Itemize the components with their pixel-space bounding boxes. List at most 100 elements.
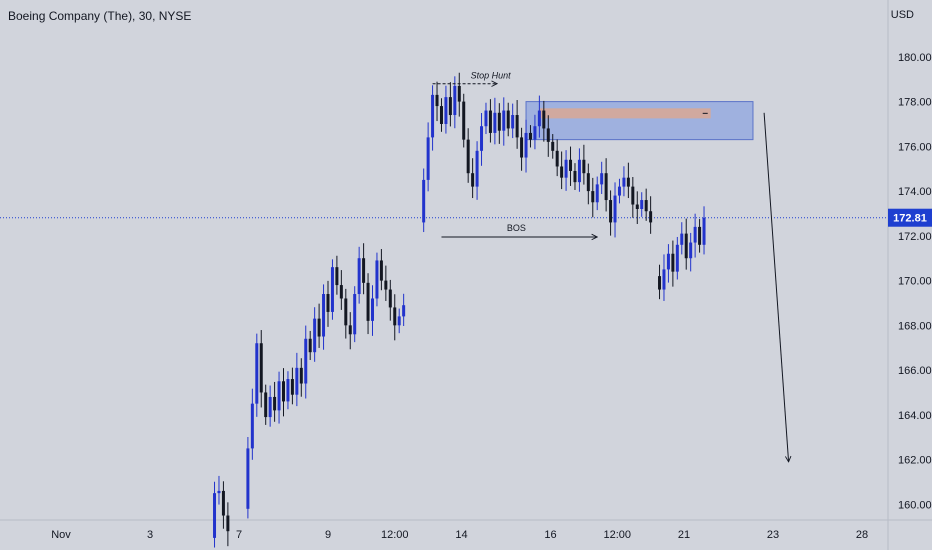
candle-body xyxy=(295,367,299,395)
candle-body xyxy=(246,448,250,509)
candle-body xyxy=(448,97,452,116)
candle-body xyxy=(475,150,479,187)
candle-body xyxy=(600,173,604,185)
candle-body xyxy=(264,392,268,418)
candle-body xyxy=(515,115,519,138)
candle-body xyxy=(702,217,706,245)
candle-body xyxy=(322,294,326,337)
candle-body xyxy=(402,305,406,317)
candle-body xyxy=(268,396,272,418)
candle-body xyxy=(379,260,383,281)
candle-body xyxy=(255,343,259,404)
candle-body xyxy=(640,200,644,209)
x-tick-label: 12:00 xyxy=(603,529,631,541)
x-axis: Nov 3 7 9 12:00 14 16 12:00 21 23 28 xyxy=(51,529,868,541)
candle-body xyxy=(466,139,470,174)
x-tick-label: 28 xyxy=(856,529,868,541)
candle-body xyxy=(259,343,263,393)
candle-body xyxy=(591,191,595,203)
candle-body xyxy=(357,258,361,295)
candle-body xyxy=(457,85,461,102)
candle-body xyxy=(626,177,630,187)
x-tick-label: 14 xyxy=(455,529,467,541)
x-tick-label: Nov xyxy=(51,529,71,541)
supply-zone xyxy=(525,101,754,141)
candle-body xyxy=(366,282,370,321)
candle-body xyxy=(604,173,608,201)
candles xyxy=(213,72,706,548)
candle-body xyxy=(393,307,397,326)
currency-label: USD xyxy=(890,9,914,21)
candle-body xyxy=(595,184,599,203)
candle-body xyxy=(671,253,675,272)
candle-body xyxy=(488,110,492,133)
candle-body xyxy=(384,280,388,290)
candle-body xyxy=(426,137,430,180)
candle-body xyxy=(546,128,550,142)
candle-body xyxy=(348,325,352,335)
y-tick-label: 176.00 xyxy=(898,141,932,153)
candle-body xyxy=(680,233,684,245)
y-tick-label: 170.00 xyxy=(898,276,932,288)
candle-body xyxy=(453,85,457,116)
candle-body xyxy=(533,126,537,140)
candle-body xyxy=(698,226,702,245)
candle-body xyxy=(586,173,590,192)
candle-body xyxy=(362,258,366,283)
candle-body xyxy=(537,110,541,127)
candle-body xyxy=(555,150,559,167)
candle-body xyxy=(631,186,635,205)
y-tick-label: 164.00 xyxy=(898,410,932,422)
candle-body xyxy=(435,94,439,107)
candle-body xyxy=(502,110,506,131)
price-badge-label: 172.81 xyxy=(893,213,927,225)
candle-body xyxy=(644,200,648,212)
candle-body xyxy=(497,112,501,131)
candle-body xyxy=(582,159,586,174)
candle-body xyxy=(480,126,484,151)
candle-body xyxy=(613,195,617,223)
candle-body xyxy=(335,267,339,286)
candle-body xyxy=(560,166,564,178)
candle-body xyxy=(273,396,277,411)
candle-body xyxy=(635,204,639,209)
candle-body xyxy=(675,244,679,272)
x-tick-label: 12:00 xyxy=(381,529,409,541)
candle-body xyxy=(462,101,466,140)
candle-body xyxy=(282,381,285,402)
candle-body xyxy=(304,338,308,384)
candle-body xyxy=(658,276,662,290)
y-tick-label: 160.00 xyxy=(898,499,932,511)
candle-body xyxy=(684,233,688,259)
candle-body xyxy=(221,490,225,516)
candle-body xyxy=(353,294,357,335)
candle-body xyxy=(520,137,524,158)
y-tick-label: 178.00 xyxy=(898,97,932,109)
candle-body xyxy=(317,318,321,337)
candle-body xyxy=(250,403,254,449)
candle-body xyxy=(649,211,653,223)
candle-body xyxy=(326,294,330,312)
candle-body xyxy=(371,298,374,321)
candle-body xyxy=(564,159,568,178)
x-tick-label: 3 xyxy=(147,529,153,541)
y-tick-label: 172.00 xyxy=(898,231,932,243)
candle-body xyxy=(666,253,670,270)
candle-body xyxy=(344,298,348,326)
candle-body xyxy=(444,97,448,124)
candle-body xyxy=(551,141,555,151)
x-tick-label: 21 xyxy=(678,529,690,541)
candle-body xyxy=(609,200,613,223)
candle-body xyxy=(506,110,510,129)
candle-body xyxy=(217,490,221,494)
x-tick-label: 9 xyxy=(325,529,331,541)
candle-body xyxy=(528,132,532,140)
candle-body xyxy=(290,379,294,395)
candle-body xyxy=(422,179,426,223)
candle-body xyxy=(397,316,401,326)
candle-body xyxy=(330,267,334,312)
y-tick-label: 174.00 xyxy=(898,186,932,198)
candle-body xyxy=(693,226,697,243)
